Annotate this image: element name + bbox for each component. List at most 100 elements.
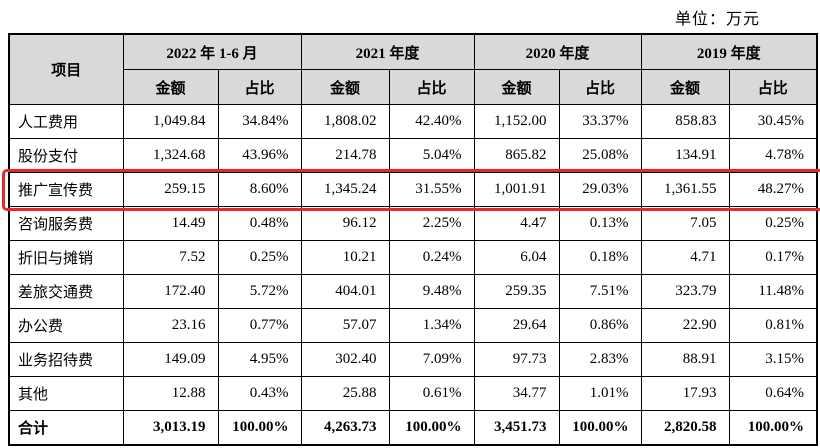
- amount-cell: 404.01: [300, 274, 390, 309]
- subheader-amount: 金额: [473, 69, 560, 105]
- row-label: 推广宣传费: [8, 172, 124, 207]
- amount-cell: 57.07: [300, 308, 390, 343]
- ratio-cell: 0.25%: [217, 240, 302, 275]
- amount-cell: 858.83: [640, 104, 730, 139]
- ratio-cell: 34.84%: [217, 104, 302, 139]
- ratio-cell: 5.04%: [388, 138, 475, 173]
- amount-cell: 4.47: [473, 206, 560, 241]
- row-label: 折旧与摊销: [8, 240, 124, 275]
- table-row: 业务招待费 149.09 4.95% 302.40 7.09% 97.73 2.83% 88.…: [8, 342, 818, 377]
- ratio-cell: 0.64%: [728, 376, 818, 411]
- ratio-cell: 2.83%: [558, 342, 642, 377]
- ratio-cell: 0.24%: [388, 240, 475, 275]
- amount-cell: 34.77: [473, 376, 560, 411]
- table-row: 其他 12.88 0.43% 25.88 0.61% 34.77 1.01% 17.93 0.6…: [8, 376, 818, 411]
- amount-cell: 7.05: [640, 206, 730, 241]
- amount-cell: 259.15: [122, 172, 219, 207]
- amount-cell: 3,013.19: [122, 410, 219, 446]
- amount-cell: 14.49: [122, 206, 219, 241]
- row-label: 人工费用: [8, 104, 124, 139]
- amount-cell: 214.78: [300, 138, 390, 173]
- col-header-2020: 2020 年度: [473, 33, 642, 70]
- amount-cell: 22.90: [640, 308, 730, 343]
- subheader-ratio: 占比: [728, 69, 818, 105]
- expense-table: 项目 2022 年 1-6 月 2021 年度 2020 年度 2019 年度 …: [8, 33, 819, 446]
- col-header-2022: 2022 年 1-6 月: [122, 33, 302, 70]
- ratio-cell: 0.86%: [558, 308, 642, 343]
- ratio-cell: 33.37%: [558, 104, 642, 139]
- table-row: 办公费 23.16 0.77% 57.07 1.34% 29.64 0.86% 22.90 0.…: [8, 308, 818, 343]
- subheader-amount: 金额: [640, 69, 730, 105]
- subheader-amount: 金额: [122, 69, 219, 105]
- amount-cell: 23.16: [122, 308, 219, 343]
- ratio-cell: 4.95%: [217, 342, 302, 377]
- amount-cell: 1,001.91: [473, 172, 560, 207]
- row-label: 合计: [8, 410, 124, 446]
- table-row: 股份支付 1,324.68 43.96% 214.78 5.04% 865.82 25.08…: [8, 138, 818, 173]
- table-row: 折旧与摊销 7.52 0.25% 10.21 0.24% 6.04 0.18% 4.71 0.1…: [8, 240, 818, 275]
- amount-cell: 149.09: [122, 342, 219, 377]
- ratio-cell: 43.96%: [217, 138, 302, 173]
- ratio-cell: 48.27%: [728, 172, 818, 207]
- col-header-2021: 2021 年度: [300, 33, 475, 70]
- ratio-cell: 7.51%: [558, 274, 642, 309]
- amount-cell: 96.12: [300, 206, 390, 241]
- amount-cell: 1,049.84: [122, 104, 219, 139]
- ratio-cell: 100.00%: [728, 410, 818, 446]
- ratio-cell: 31.55%: [388, 172, 475, 207]
- header-row-groups: 项目 2022 年 1-6 月 2021 年度 2020 年度 2019 年度: [8, 33, 818, 105]
- total-row: 合计 3,013.19 100.00% 4,263.73 100.00% 3,451.73…: [8, 410, 818, 446]
- ratio-cell: 11.48%: [728, 274, 818, 309]
- amount-cell: 865.82: [473, 138, 560, 173]
- amount-cell: 172.40: [122, 274, 219, 309]
- table-row: 推广宣传费 259.15 8.60% 1,345.24 31.55% 1,001.91 29…: [8, 172, 818, 207]
- ratio-cell: 9.48%: [388, 274, 475, 309]
- ratio-cell: 0.17%: [728, 240, 818, 275]
- amount-cell: 6.04: [473, 240, 560, 275]
- ratio-cell: 3.15%: [728, 342, 818, 377]
- ratio-cell: 100.00%: [558, 410, 642, 446]
- ratio-cell: 100.00%: [388, 410, 475, 446]
- col-header-item: 项目: [8, 33, 124, 105]
- ratio-cell: 4.78%: [728, 138, 818, 173]
- amount-cell: 134.91: [640, 138, 730, 173]
- header-row-sub: 金额 占比 金额 占比 金额 占比 金额 占比: [9, 69, 818, 105]
- amount-cell: 12.88: [122, 376, 219, 411]
- amount-cell: 3,451.73: [473, 410, 560, 446]
- row-label: 股份支付: [8, 138, 124, 173]
- ratio-cell: 1.34%: [388, 308, 475, 343]
- ratio-cell: 0.13%: [558, 206, 642, 241]
- ratio-cell: 5.72%: [217, 274, 302, 309]
- ratio-cell: 0.77%: [217, 308, 302, 343]
- amount-cell: 17.93: [640, 376, 730, 411]
- amount-cell: 259.35: [473, 274, 560, 309]
- subheader-ratio: 占比: [388, 69, 475, 105]
- col-header-2019: 2019 年度: [640, 33, 818, 70]
- unit-label: 单位：万元: [674, 11, 760, 28]
- ratio-cell: 0.61%: [388, 376, 475, 411]
- ratio-cell: 25.08%: [558, 138, 642, 173]
- amount-cell: 1,345.24: [300, 172, 390, 207]
- ratio-cell: 0.18%: [558, 240, 642, 275]
- ratio-cell: 0.48%: [217, 206, 302, 241]
- ratio-cell: 29.03%: [558, 172, 642, 207]
- amount-cell: 7.52: [122, 240, 219, 275]
- amount-cell: 97.73: [473, 342, 560, 377]
- ratio-cell: 0.43%: [217, 376, 302, 411]
- ratio-cell: 2.25%: [388, 206, 475, 241]
- row-label: 其他: [8, 376, 124, 411]
- ratio-cell: 1.01%: [558, 376, 642, 411]
- table-row: 差旅交通费 172.40 5.72% 404.01 9.48% 259.35 7.51% 32…: [8, 274, 818, 309]
- ratio-cell: 30.45%: [728, 104, 818, 139]
- amount-cell: 1,152.00: [473, 104, 560, 139]
- amount-cell: 2,820.58: [640, 410, 730, 446]
- subheader-ratio: 占比: [217, 69, 302, 105]
- amount-cell: 302.40: [300, 342, 390, 377]
- ratio-cell: 42.40%: [388, 104, 475, 139]
- row-label: 差旅交通费: [8, 274, 124, 309]
- row-label: 咨询服务费: [8, 206, 124, 241]
- amount-cell: 1,808.02: [300, 104, 390, 139]
- ratio-cell: 8.60%: [217, 172, 302, 207]
- amount-cell: 1,361.55: [640, 172, 730, 207]
- ratio-cell: 100.00%: [217, 410, 302, 446]
